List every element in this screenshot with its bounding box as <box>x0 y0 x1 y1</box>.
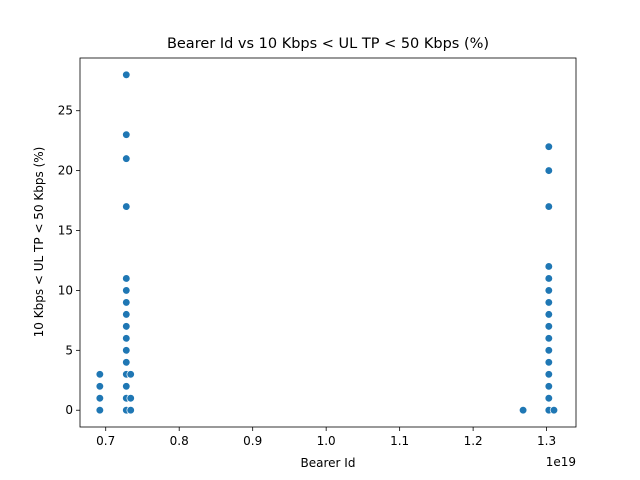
data-point <box>95 370 104 379</box>
data-point <box>544 166 553 175</box>
x-tick-label: 0.7 <box>96 434 115 448</box>
y-axis-label: 10 Kbps < UL TP < 50 Kbps (%) <box>32 147 46 338</box>
data-point <box>544 310 553 319</box>
data-point <box>544 322 553 331</box>
x-tick-label: 1.2 <box>464 434 483 448</box>
data-point <box>518 406 528 415</box>
data-point <box>544 142 553 151</box>
data-point <box>122 346 131 355</box>
data-point <box>544 382 553 391</box>
x-tick-label: 1.1 <box>390 434 409 448</box>
y-tick-label: 15 <box>58 224 73 238</box>
data-point <box>95 406 104 415</box>
x-tick-label: 1.3 <box>537 434 556 448</box>
data-point <box>544 334 553 343</box>
data-point <box>122 154 131 163</box>
data-point <box>122 358 131 367</box>
data-point <box>544 394 553 403</box>
plot-frame <box>79 57 577 428</box>
y-tick-label: 25 <box>58 104 73 118</box>
data-point <box>126 406 135 415</box>
data-point <box>544 346 553 355</box>
x-tick-label: 1.0 <box>317 434 336 448</box>
chart-title: Bearer Id vs 10 Kbps < UL TP < 50 Kbps (… <box>167 36 489 52</box>
data-point <box>95 394 104 403</box>
data-point <box>544 274 553 283</box>
x-tick-label: 0.8 <box>170 434 189 448</box>
y-tick-label: 0 <box>65 403 73 417</box>
y-tick-label: 10 <box>58 283 73 297</box>
data-point <box>126 394 135 403</box>
x-tick-label: 0.9 <box>243 434 262 448</box>
data-point <box>544 358 553 367</box>
data-point <box>122 298 131 307</box>
y-tick-label: 20 <box>58 164 73 178</box>
data-point <box>122 286 131 295</box>
x-axis-offset-label: 1e19 <box>546 455 576 469</box>
data-point <box>122 310 131 319</box>
data-point <box>122 322 131 331</box>
data-point <box>544 262 553 271</box>
data-point <box>126 370 135 379</box>
data-point <box>122 70 131 79</box>
data-point <box>122 130 131 139</box>
data-point <box>544 370 553 379</box>
data-point <box>122 334 131 343</box>
data-point <box>122 202 131 211</box>
data-point <box>549 406 559 415</box>
data-point <box>544 202 553 211</box>
x-axis-ticks: 0.7 0.8 0.9 1.0 1.1 1.2 1.3 <box>96 427 556 448</box>
data-point <box>122 382 131 391</box>
points-layer <box>95 70 559 415</box>
data-point <box>122 274 131 283</box>
x-axis-label: Bearer Id <box>301 456 356 470</box>
data-point <box>95 382 104 391</box>
y-axis-ticks: 0 5 10 15 20 25 <box>58 104 80 417</box>
data-point <box>544 286 553 295</box>
data-point <box>544 298 553 307</box>
y-tick-label: 5 <box>65 343 73 357</box>
